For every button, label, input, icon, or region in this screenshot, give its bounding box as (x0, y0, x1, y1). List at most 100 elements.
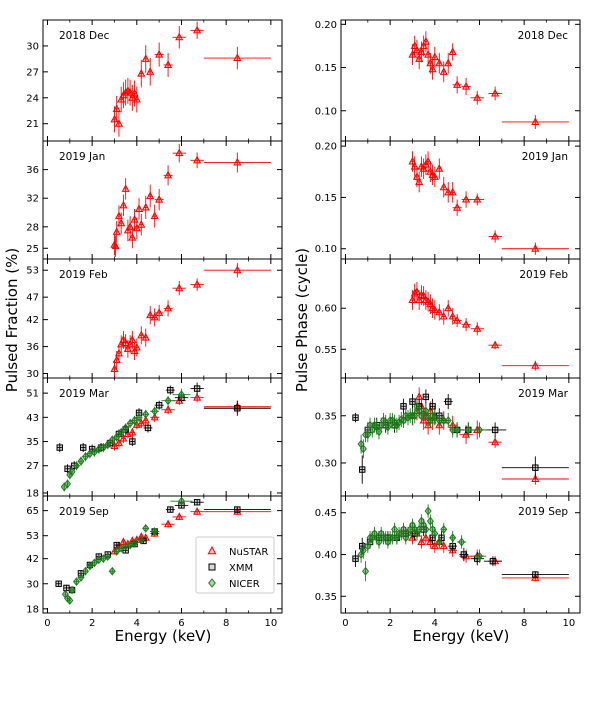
data-point (362, 566, 370, 576)
data-point (491, 88, 500, 97)
data-point (114, 348, 124, 357)
series-nustar (408, 281, 569, 371)
data-point (408, 49, 417, 58)
data-point (112, 355, 121, 364)
data-point (359, 545, 367, 555)
data-point (417, 537, 426, 545)
data-point (130, 88, 139, 97)
data-point (112, 227, 121, 235)
x-tick-label: 8 (223, 618, 229, 629)
data-point (426, 58, 435, 67)
data-point (444, 58, 453, 67)
data-point (114, 438, 124, 447)
x-axis-label-left: Energy (keV) (115, 627, 212, 645)
data-point (132, 342, 141, 351)
data-point (128, 93, 137, 101)
legend-marker-nicer (208, 578, 216, 588)
series-nustar (110, 392, 271, 451)
data-point (130, 214, 139, 223)
data-point (151, 406, 159, 416)
data-point (435, 537, 443, 547)
data-point (141, 332, 150, 341)
data-point (177, 390, 186, 400)
data-point (64, 479, 72, 489)
data-point (489, 557, 497, 565)
data-point (77, 573, 85, 582)
x-tick-label: 4 (432, 618, 438, 629)
data-point (132, 94, 141, 103)
data-point (417, 47, 426, 55)
y-tick-label: 0.35 (315, 592, 337, 603)
data-point (435, 58, 444, 67)
data-point (128, 427, 137, 436)
x-tick-label: 2 (387, 618, 393, 629)
data-point (175, 283, 184, 292)
panel-title: 2019 Sep (518, 506, 568, 518)
data-point (421, 533, 430, 541)
data-point (428, 64, 437, 73)
data-point (462, 319, 471, 328)
data-point (114, 211, 124, 220)
panel-left-3: 18 27 35 43 51 2019 Mar (26, 377, 283, 499)
data-point (439, 541, 448, 550)
data-point (121, 184, 130, 192)
series-nustar (110, 263, 271, 378)
data-point (117, 218, 126, 227)
data-point (104, 440, 112, 449)
data-point (426, 516, 434, 526)
data-point (117, 94, 126, 103)
data-point (435, 164, 444, 172)
data-point (410, 161, 419, 170)
data-point (473, 93, 482, 101)
data-point (435, 307, 444, 316)
data-point (424, 156, 433, 165)
data-point (473, 324, 482, 332)
series-xmm (352, 522, 569, 578)
data-point (415, 54, 424, 62)
panel-right-3: 0.30 0.35 2019 Mar (315, 377, 581, 497)
panel-title: 2019 Jan (522, 151, 568, 163)
y-tick-label: 25 (26, 244, 39, 255)
data-point (137, 220, 146, 228)
series-nicer (61, 496, 193, 605)
y-tick-label: 0.35 (315, 411, 337, 422)
panel-right-4: 0 2 4 6 8 10 0.35 0.40 0.45 2019 Sep (315, 495, 581, 629)
y-tick-label: 0.55 (315, 345, 337, 356)
data-point (359, 466, 366, 473)
data-point (135, 412, 143, 422)
data-point (421, 36, 430, 45)
data-point (448, 187, 457, 196)
data-point (113, 432, 121, 442)
data-point (408, 156, 417, 165)
legend-marker-nustar (207, 545, 217, 555)
data-point (408, 295, 417, 304)
data-point (164, 405, 173, 413)
data-point (141, 202, 150, 211)
data-point (142, 523, 150, 533)
data-point (146, 191, 155, 200)
data-point (422, 393, 430, 401)
data-point (430, 541, 439, 550)
data-point (412, 287, 422, 295)
y-tick-label: 0.45 (315, 508, 337, 519)
data-point (430, 305, 439, 313)
data-point (193, 25, 202, 34)
y-tick-label: 53 (26, 531, 39, 542)
legend-symbol (208, 563, 216, 571)
data-point (445, 398, 452, 405)
panel-title: 2018 Dec (518, 30, 569, 42)
data-point (113, 546, 121, 556)
data-point (193, 392, 202, 401)
panel-left-4: 0 2 4 6 8 10 18 30 42 53 65 2019 Sep (26, 495, 283, 629)
data-point (99, 443, 107, 452)
data-point (123, 225, 132, 234)
data-point (440, 525, 448, 534)
panel-title: 2019 Jan (59, 151, 105, 163)
y-tick-label: 27 (26, 67, 39, 78)
data-point (431, 529, 439, 539)
data-point (193, 507, 202, 515)
data-point (150, 412, 159, 421)
data-point (177, 496, 186, 506)
data-point (448, 47, 457, 55)
series-nustar (110, 21, 271, 137)
